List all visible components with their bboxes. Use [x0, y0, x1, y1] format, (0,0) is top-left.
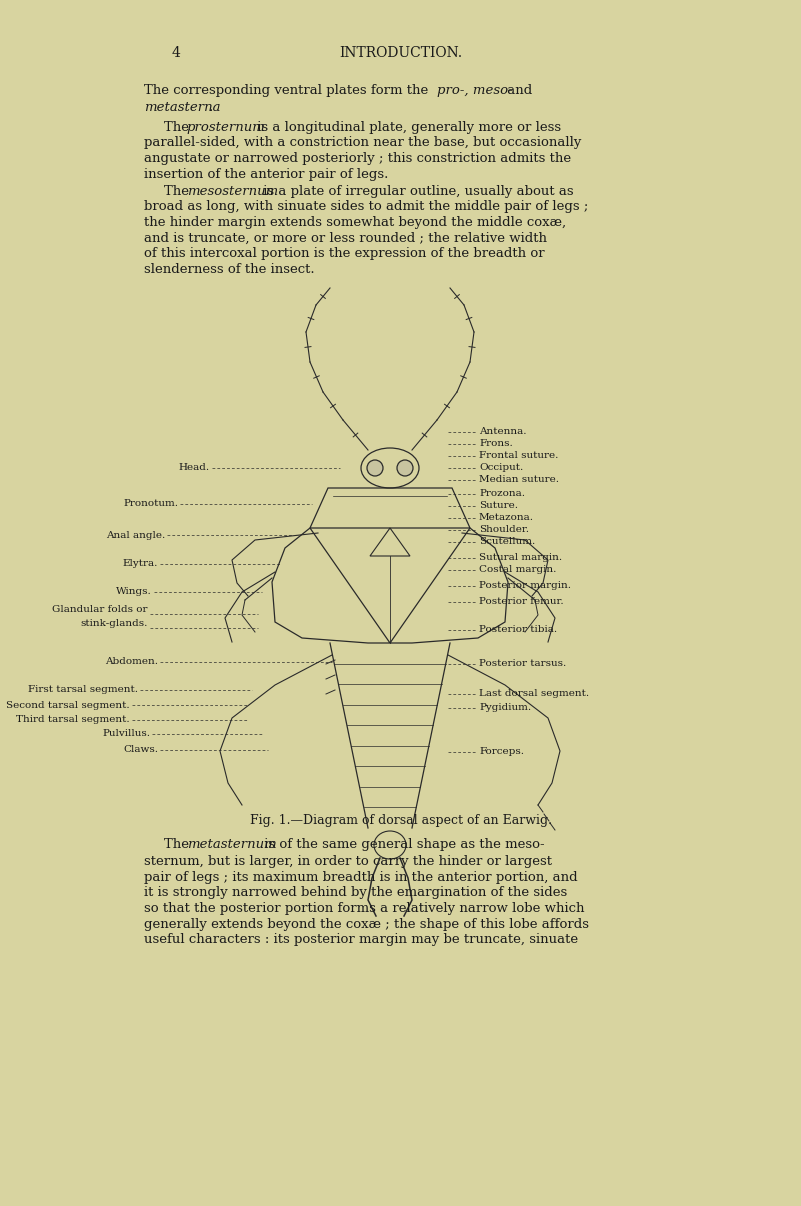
Text: Wings.: Wings.	[116, 587, 152, 597]
Text: Antenna.: Antenna.	[479, 427, 526, 437]
Text: The corresponding ventral plates form the: The corresponding ventral plates form th…	[144, 84, 433, 98]
Text: Suture.: Suture.	[479, 502, 518, 510]
Text: slenderness of the insect.: slenderness of the insect.	[144, 263, 315, 276]
Text: sternum, but is larger, in order to carry the hinder or largest: sternum, but is larger, in order to carr…	[144, 855, 552, 868]
Text: Fig. 1.—Diagram of dorsal aspect of an Earwig.: Fig. 1.—Diagram of dorsal aspect of an E…	[249, 814, 552, 827]
Text: Frons.: Frons.	[479, 439, 513, 449]
Text: Posterior tibia.: Posterior tibia.	[479, 626, 557, 634]
Text: generally extends beyond the coxæ ; the shape of this lobe affords: generally extends beyond the coxæ ; the …	[144, 918, 590, 931]
Text: is a longitudinal plate, generally more or less: is a longitudinal plate, generally more …	[253, 121, 562, 134]
Text: Scutellum.: Scutellum.	[479, 538, 535, 546]
Text: broad as long, with sinuate sides to admit the middle pair of legs ;: broad as long, with sinuate sides to adm…	[144, 200, 589, 213]
Text: The: The	[164, 838, 194, 851]
Text: it is strongly narrowed behind by the emargination of the sides: it is strongly narrowed behind by the em…	[144, 886, 567, 900]
Text: so that the posterior portion forms a relatively narrow lobe which: so that the posterior portion forms a re…	[144, 902, 585, 915]
Text: the hinder margin extends somewhat beyond the middle coxæ,: the hinder margin extends somewhat beyon…	[144, 216, 566, 229]
Text: Median suture.: Median suture.	[479, 475, 559, 485]
Text: The: The	[164, 185, 194, 198]
Text: Sutural margin.: Sutural margin.	[479, 554, 562, 562]
Text: Posterior tarsus.: Posterior tarsus.	[479, 660, 566, 668]
Text: of this intercoxal portion is the expression of the breadth or: of this intercoxal portion is the expres…	[144, 247, 545, 260]
Text: Posterior femur.: Posterior femur.	[479, 597, 564, 607]
Text: Frontal suture.: Frontal suture.	[479, 451, 558, 461]
Text: Abdomen.: Abdomen.	[105, 657, 158, 667]
Text: Second tarsal segment.: Second tarsal segment.	[6, 701, 130, 709]
Text: Pygidium.: Pygidium.	[479, 703, 531, 713]
Text: pro-, meso-: pro-, meso-	[437, 84, 512, 98]
Text: Head.: Head.	[179, 463, 210, 473]
Text: Pulvillus.: Pulvillus.	[102, 730, 150, 738]
Ellipse shape	[397, 459, 413, 476]
Text: mesosternum: mesosternum	[187, 185, 278, 198]
Text: Pronotum.: Pronotum.	[123, 499, 178, 509]
Text: INTRODUCTION.: INTRODUCTION.	[339, 46, 462, 60]
Text: is of the same general shape as the meso-: is of the same general shape as the meso…	[260, 838, 545, 851]
Text: stink-glands.: stink-glands.	[81, 620, 148, 628]
Text: prosternum: prosternum	[187, 121, 265, 134]
Text: Posterior margin.: Posterior margin.	[479, 581, 571, 591]
Ellipse shape	[367, 459, 383, 476]
Text: Elytra.: Elytra.	[123, 560, 158, 568]
Text: .: .	[208, 101, 212, 115]
Text: is a plate of irregular outline, usually about as: is a plate of irregular outline, usually…	[259, 185, 574, 198]
Text: pair of legs ; its maximum breadth is in the anterior portion, and: pair of legs ; its maximum breadth is in…	[144, 871, 578, 884]
Text: Anal angle.: Anal angle.	[106, 531, 165, 539]
Text: and is truncate, or more or less rounded ; the relative width: and is truncate, or more or less rounded…	[144, 232, 547, 245]
Text: angustate or narrowed posteriorly ; this constriction admits the: angustate or narrowed posteriorly ; this…	[144, 152, 571, 165]
Text: parallel-sided, with a constriction near the base, but occasionally: parallel-sided, with a constriction near…	[144, 136, 582, 150]
Text: 4: 4	[171, 46, 181, 60]
Text: Claws.: Claws.	[123, 745, 158, 755]
Text: and: and	[503, 84, 533, 98]
Text: Glandular folds or: Glandular folds or	[53, 605, 148, 615]
Text: The: The	[164, 121, 194, 134]
Text: useful characters : its posterior margin may be truncate, sinuate: useful characters : its posterior margin…	[144, 933, 578, 947]
Text: First tarsal segment.: First tarsal segment.	[28, 685, 138, 695]
Text: Prozona.: Prozona.	[479, 490, 525, 498]
Text: Third tarsal segment.: Third tarsal segment.	[16, 715, 130, 725]
Text: Shoulder.: Shoulder.	[479, 526, 529, 534]
Text: Last dorsal segment.: Last dorsal segment.	[479, 690, 589, 698]
Text: Occiput.: Occiput.	[479, 463, 523, 473]
Text: metasternum: metasternum	[187, 838, 276, 851]
Text: metasterna: metasterna	[144, 101, 221, 115]
Text: Metazona.: Metazona.	[479, 514, 534, 522]
Text: insertion of the anterior pair of legs.: insertion of the anterior pair of legs.	[144, 168, 388, 181]
Text: Forceps.: Forceps.	[479, 748, 524, 756]
Text: Costal margin.: Costal margin.	[479, 566, 557, 574]
